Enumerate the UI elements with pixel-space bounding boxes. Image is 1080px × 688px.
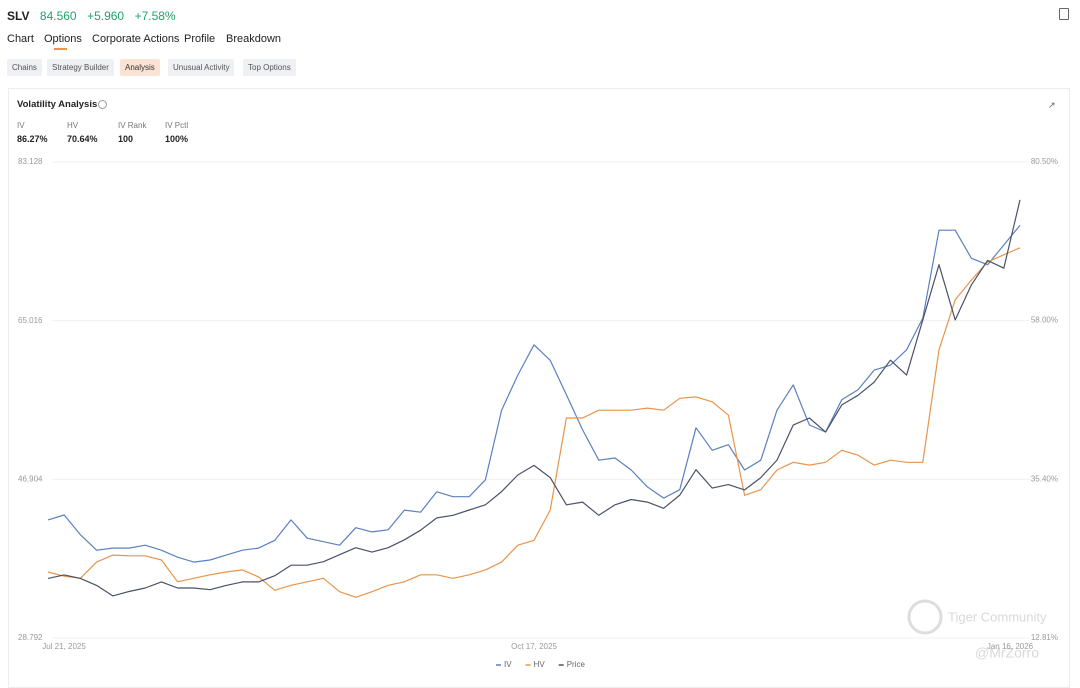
stat-label: IV Rank — [118, 121, 147, 130]
change: +5.960 — [87, 9, 125, 23]
subtab[interactable]: Chains — [7, 59, 42, 76]
series-line — [47, 224, 1021, 563]
legend-label[interactable]: HV — [534, 660, 546, 669]
stat-value: 70.64% — [67, 134, 98, 144]
stat-label: IV Pctl — [165, 121, 189, 130]
subtab[interactable]: Analysis — [120, 59, 160, 76]
subtab[interactable]: Top Options — [243, 59, 296, 76]
tab[interactable]: Chart — [7, 33, 34, 45]
y2-tick-label: 58.00% — [1031, 315, 1058, 324]
tab[interactable]: Options — [44, 33, 82, 45]
quote-header: SLV 84.560 +5.960 +7.58% — [7, 7, 182, 25]
stat-value: 86.27% — [17, 134, 48, 144]
tab-underline — [54, 48, 67, 50]
panel-title: Volatility Analysis — [17, 99, 98, 110]
y2-tick-label: 12.81% — [1031, 633, 1058, 642]
stat-value: 100% — [165, 134, 189, 144]
subtab[interactable]: Unusual Activity — [168, 59, 235, 76]
y-tick-label: 83.128 — [18, 157, 43, 166]
subtab[interactable]: Strategy Builder — [47, 59, 114, 76]
expand-icon[interactable]: ↗ — [1048, 100, 1056, 110]
stat-label: HV — [67, 121, 79, 130]
price: 84.560 — [39, 9, 77, 23]
tab[interactable]: Profile — [184, 33, 216, 45]
y-tick-label: 65.016 — [18, 316, 43, 325]
series-line — [47, 247, 1021, 598]
legend-label[interactable]: IV — [504, 660, 512, 669]
ticker: SLV — [7, 9, 30, 23]
watermark-logo — [907, 599, 943, 635]
x-tick-label: Jan 16, 2026 — [987, 642, 1034, 651]
x-tick-label: Oct 17, 2025 — [511, 642, 557, 651]
y-tick-label: 46.904 — [18, 474, 43, 483]
y-tick-label: 28.792 — [18, 633, 43, 642]
y2-tick-label: 80.50% — [1031, 157, 1058, 166]
watermark-brand: Tiger Community — [948, 609, 1047, 624]
tab[interactable]: Corporate Actions — [92, 33, 180, 45]
watermark-user: @MrZorro — [975, 645, 1039, 661]
y2-tick-label: 35.40% — [1031, 474, 1058, 483]
change-pct: +7.58% — [134, 9, 176, 23]
info-icon[interactable] — [98, 100, 107, 109]
tab[interactable]: Breakdown — [226, 33, 282, 45]
series-line — [47, 199, 1021, 597]
x-tick-label: Jul 21, 2025 — [42, 642, 86, 651]
stat-value: 100 — [118, 134, 134, 144]
stat-label: IV — [17, 121, 25, 130]
legend-label[interactable]: Price — [567, 660, 586, 669]
export-icon[interactable] — [1059, 8, 1069, 20]
